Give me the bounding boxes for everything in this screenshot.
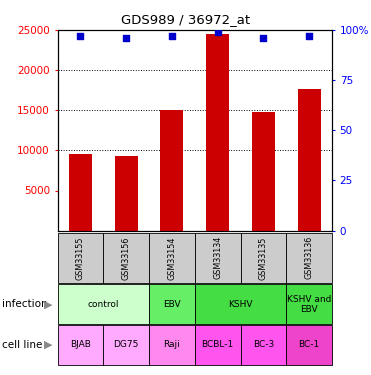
Text: KSHV and
EBV: KSHV and EBV [287, 295, 331, 314]
Text: DG75: DG75 [114, 340, 139, 350]
Bar [161, 110, 183, 231]
Text: BC-1: BC-1 [299, 340, 320, 350]
Text: control: control [88, 300, 119, 309]
Text: BC-3: BC-3 [253, 340, 274, 350]
Text: GSM33135: GSM33135 [259, 236, 268, 279]
Text: GSM33156: GSM33156 [122, 236, 131, 279]
Text: ▶: ▶ [44, 299, 52, 309]
Point [215, 29, 221, 35]
Text: GSM33134: GSM33134 [213, 236, 222, 279]
Point [123, 35, 129, 41]
Text: GSM33155: GSM33155 [76, 236, 85, 280]
Bar [115, 156, 138, 231]
Bar [206, 34, 229, 231]
Text: BCBL-1: BCBL-1 [201, 340, 234, 350]
Text: cell line: cell line [2, 340, 42, 350]
Text: GSM33154: GSM33154 [167, 236, 176, 279]
Point [78, 33, 83, 39]
Point [169, 33, 175, 39]
Point [260, 35, 266, 41]
Text: GSM33136: GSM33136 [305, 236, 313, 279]
Bar [298, 88, 321, 231]
Text: GDS989 / 36972_at: GDS989 / 36972_at [121, 13, 250, 26]
Text: infection: infection [2, 299, 47, 309]
Text: BJAB: BJAB [70, 340, 91, 350]
Bar [69, 154, 92, 231]
Text: Raji: Raji [164, 340, 180, 350]
Point [306, 33, 312, 39]
Text: KSHV: KSHV [228, 300, 253, 309]
Text: EBV: EBV [163, 300, 181, 309]
Text: ▶: ▶ [44, 340, 52, 350]
Bar [252, 112, 275, 231]
